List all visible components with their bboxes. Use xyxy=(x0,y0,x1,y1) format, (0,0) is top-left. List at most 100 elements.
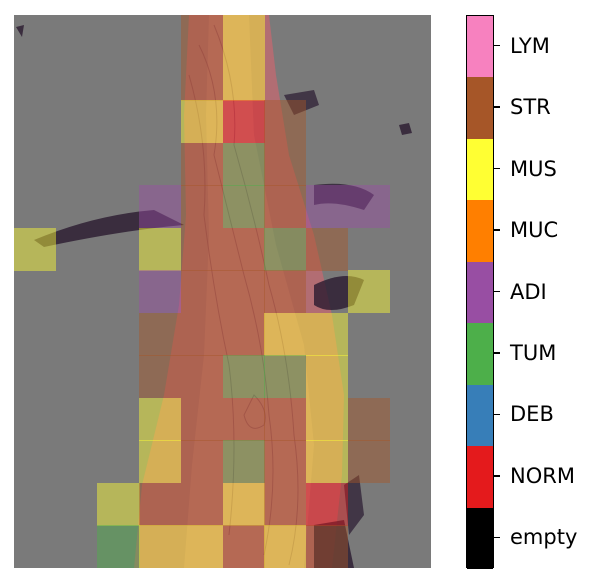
tile-mus xyxy=(222,57,265,101)
colorbar-tick xyxy=(494,536,500,539)
colorbar-tick xyxy=(494,167,500,170)
tile-str xyxy=(180,57,223,101)
tile-str xyxy=(347,440,390,484)
tile-mus xyxy=(305,355,349,399)
tile-str xyxy=(264,270,307,314)
colorbar-label-empty: empty xyxy=(510,525,578,550)
colorbar-segment-str xyxy=(467,77,493,140)
tile-mus xyxy=(222,482,265,526)
tile-str xyxy=(180,482,223,526)
tile-mus xyxy=(347,270,390,314)
colorbar-tick xyxy=(494,106,500,108)
tile-str xyxy=(180,440,223,484)
tile-str xyxy=(222,525,265,568)
tile-str xyxy=(264,100,307,144)
colorbar-tick xyxy=(494,475,500,477)
tile-str xyxy=(180,355,223,399)
tissue-strand xyxy=(284,90,319,115)
tile-str xyxy=(180,142,223,186)
tile-str xyxy=(264,142,307,186)
tissue-section-image xyxy=(16,15,412,568)
tissue-strand xyxy=(314,183,374,210)
colorbar-label-mus: MUS xyxy=(510,156,557,181)
tile-str xyxy=(305,525,349,568)
tile-mus xyxy=(264,525,307,568)
colorbar-segment-muc xyxy=(467,200,493,263)
colorbar-tick xyxy=(494,290,500,293)
tile-str xyxy=(347,397,390,441)
colorbar-segment-deb xyxy=(467,384,493,447)
colorbar-segment-lym xyxy=(467,16,493,78)
tile-str xyxy=(264,440,307,484)
tile-str xyxy=(139,312,182,356)
tile-str xyxy=(264,397,307,441)
tile-str xyxy=(264,185,307,229)
tissue-strand xyxy=(314,520,354,568)
tile-adi xyxy=(305,185,349,229)
colorbar-tick xyxy=(494,352,500,354)
tile-str xyxy=(222,227,265,271)
tile-str xyxy=(264,482,307,526)
colorbar-label-norm: NORM xyxy=(510,463,575,488)
tile-norm xyxy=(222,100,265,144)
colorbar-label-adi: ADI xyxy=(510,279,547,304)
colorbar-tick xyxy=(494,229,500,231)
tile-str xyxy=(139,355,182,399)
tissue-strand xyxy=(314,276,364,310)
tile-mus xyxy=(305,397,349,441)
colorbar xyxy=(466,15,494,570)
colorbar-tick xyxy=(494,413,500,416)
tile-tum xyxy=(222,440,265,484)
colorbar-label-muc: MUC xyxy=(510,218,559,243)
tile-str xyxy=(180,312,223,356)
colorbar-segment-empty xyxy=(467,507,493,570)
tile-mus xyxy=(305,312,349,356)
colorbar-segment-norm xyxy=(467,446,493,509)
slide-image-panel xyxy=(14,15,431,568)
colorbar-segment-mus xyxy=(467,138,493,201)
tile-str xyxy=(180,185,223,229)
tile-adi xyxy=(347,185,390,229)
tile-mus xyxy=(305,440,349,484)
tile-tum xyxy=(222,142,265,186)
tile-str xyxy=(180,227,223,271)
tile-mus xyxy=(139,397,182,441)
tile-mus xyxy=(139,440,182,484)
tile-mus xyxy=(180,525,223,568)
tile-str xyxy=(222,397,265,441)
tile-tum xyxy=(264,227,307,271)
tile-tum xyxy=(222,185,265,229)
tissue-strand xyxy=(399,123,412,135)
tile-str xyxy=(180,397,223,441)
tile-mus xyxy=(139,227,182,271)
tile-str xyxy=(305,227,349,271)
tile-mus xyxy=(14,227,57,271)
tile-tum xyxy=(264,355,307,399)
tile-str xyxy=(222,312,265,356)
colorbar-label-str: STR xyxy=(510,95,551,120)
colorbar-label-tum: TUM xyxy=(510,340,557,365)
tile-adi xyxy=(139,270,182,314)
tile-str xyxy=(180,15,223,59)
tile-mus xyxy=(222,15,265,59)
tile-tum xyxy=(97,525,140,568)
tissue-strand xyxy=(34,210,184,247)
tissue-strand xyxy=(16,25,24,37)
tile-str xyxy=(222,270,265,314)
tissue-texture xyxy=(188,24,299,566)
colorbar-segment-tum xyxy=(467,323,493,386)
tile-mus xyxy=(97,482,140,526)
tissue-strand xyxy=(344,475,364,535)
tile-mus xyxy=(139,525,182,568)
tile-mus xyxy=(180,100,223,144)
tile-adi xyxy=(139,185,182,229)
tile-tum xyxy=(222,355,265,399)
colorbar-segment-adi xyxy=(467,261,493,324)
colorbar-label-lym: LYM xyxy=(510,33,550,58)
colorbar-tick xyxy=(494,44,500,47)
tile-str xyxy=(139,482,182,526)
tile-norm xyxy=(305,482,349,526)
tile-str xyxy=(180,270,223,314)
tile-mus xyxy=(264,312,307,356)
